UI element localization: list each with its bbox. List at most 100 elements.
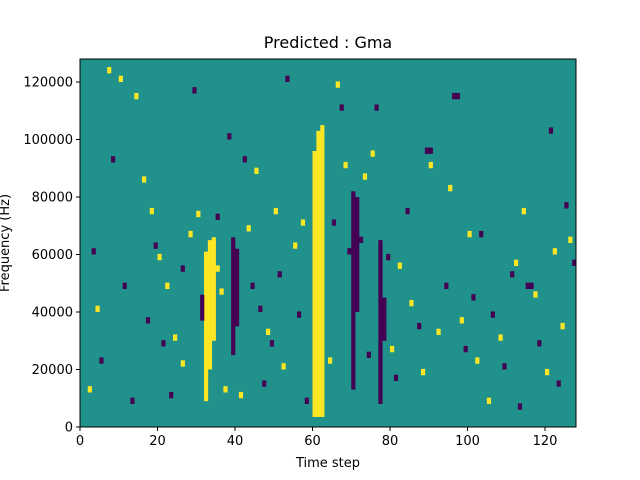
heatmap-cell <box>335 81 340 88</box>
x-axis: 0 20 40 60 80 100 120 <box>76 427 557 449</box>
x-tick-label: 40 <box>227 434 244 449</box>
heatmap-cell <box>359 236 364 243</box>
heatmap-cell <box>405 207 410 215</box>
heatmap-cell <box>149 207 154 215</box>
heatmap-cell <box>455 92 461 100</box>
heatmap-cell <box>498 334 503 341</box>
y-tick-label: 20000 <box>32 363 73 378</box>
heatmap-cell <box>273 207 278 215</box>
heatmap-cell <box>145 317 151 324</box>
heatmap-cell <box>269 340 275 347</box>
heatmap-cell <box>293 242 298 249</box>
heatmap-cell <box>366 351 371 358</box>
x-axis-label: Time step <box>295 456 360 471</box>
heatmap-cell <box>374 104 379 111</box>
heatmap-cell <box>111 156 116 163</box>
x-tick-label: 20 <box>149 434 166 449</box>
heatmap-cell <box>393 374 399 381</box>
heatmap-cell <box>134 92 139 100</box>
heatmap-cell <box>254 167 259 174</box>
heatmap-cell <box>386 253 391 261</box>
heatmap-cell <box>471 294 476 301</box>
heatmap-cell <box>277 271 282 278</box>
heatmap-cell <box>467 230 472 238</box>
heatmap-cell <box>362 173 368 180</box>
heatmap-cell <box>258 305 263 312</box>
heatmap-cell <box>428 147 433 154</box>
heatmap-cell <box>459 317 464 324</box>
heatmap-column-band <box>231 237 236 356</box>
heatmap-column-band <box>312 151 317 417</box>
heatmap-cell <box>486 397 492 404</box>
heatmap-cell <box>370 150 375 157</box>
heatmap-cell <box>107 67 112 74</box>
heatmap-column-band <box>382 297 387 341</box>
heatmap-column-band <box>207 240 213 370</box>
heatmap-cell <box>560 322 565 330</box>
y-tick-label: 120000 <box>23 76 73 91</box>
heatmap-cell <box>521 207 526 215</box>
heatmap-cell <box>142 176 147 183</box>
heatmap-cell <box>448 184 453 192</box>
heatmap-cell <box>266 328 271 335</box>
heatmap-cell <box>153 242 158 249</box>
heatmap-cell <box>424 147 430 154</box>
heatmap-column-band <box>351 191 356 390</box>
x-tick-label: 0 <box>76 434 84 449</box>
heatmap-cell <box>475 357 480 364</box>
heatmap-cell <box>397 262 402 269</box>
heatmap-cell <box>343 161 348 169</box>
heatmap-cell <box>215 265 220 272</box>
heatmap-cell <box>463 345 468 353</box>
heatmap-cell <box>122 282 127 289</box>
heatmap-cell <box>564 202 569 209</box>
heatmap-cell <box>196 210 201 218</box>
heatmap-cell <box>180 265 185 272</box>
heatmap-cell <box>533 291 538 298</box>
heatmap-cell <box>517 403 523 410</box>
heatmap-cell <box>87 386 92 393</box>
heatmap-column-band <box>235 248 240 327</box>
heatmap-cell <box>161 340 166 347</box>
y-tick-label: 40000 <box>32 306 73 321</box>
heatmap-cell <box>188 230 193 238</box>
heatmap-cell <box>436 328 441 335</box>
heatmap-cell <box>246 225 251 232</box>
heatmap-cell <box>390 345 395 353</box>
heatmap-cell <box>300 219 306 226</box>
heatmap-cell <box>490 311 495 318</box>
heatmap-cell <box>502 363 507 370</box>
heatmap-cell <box>548 127 554 134</box>
heatmap-cell <box>297 311 302 318</box>
heatmap-cell <box>331 219 337 226</box>
heatmap-cell <box>130 397 135 404</box>
y-tick-label: 60000 <box>32 248 73 263</box>
heatmap-cell <box>529 282 534 289</box>
heatmap-cell <box>444 282 449 289</box>
heatmap-cell <box>250 282 255 289</box>
heatmap-cell <box>417 322 422 330</box>
heatmap-cell <box>347 248 352 255</box>
x-tick-label: 60 <box>304 434 321 449</box>
heatmap-cell <box>525 282 530 289</box>
heatmap-cell <box>227 133 232 140</box>
heatmap-cell <box>91 248 96 255</box>
y-axis-label: Frequency (Hz) <box>0 194 13 292</box>
heatmap-cell <box>157 253 162 261</box>
heatmap-cell <box>99 357 104 364</box>
heatmap-cell <box>428 161 433 169</box>
heatmap-cell <box>281 363 286 370</box>
heatmap-cell <box>409 299 414 307</box>
heatmap-cell <box>328 357 333 364</box>
heatmap-cell <box>339 104 344 111</box>
heatmap-column-band <box>211 237 216 341</box>
heatmap-cell <box>215 213 220 220</box>
heatmap-cell <box>223 386 228 393</box>
heatmap-cell <box>514 259 519 266</box>
y-tick-label: 100000 <box>23 133 73 148</box>
heatmap-cell <box>552 248 557 255</box>
heatmap-cell <box>173 334 178 341</box>
heatmap-column-band <box>320 125 325 417</box>
y-tick-label: 0 <box>65 421 73 436</box>
heatmap-column-band <box>316 130 321 417</box>
